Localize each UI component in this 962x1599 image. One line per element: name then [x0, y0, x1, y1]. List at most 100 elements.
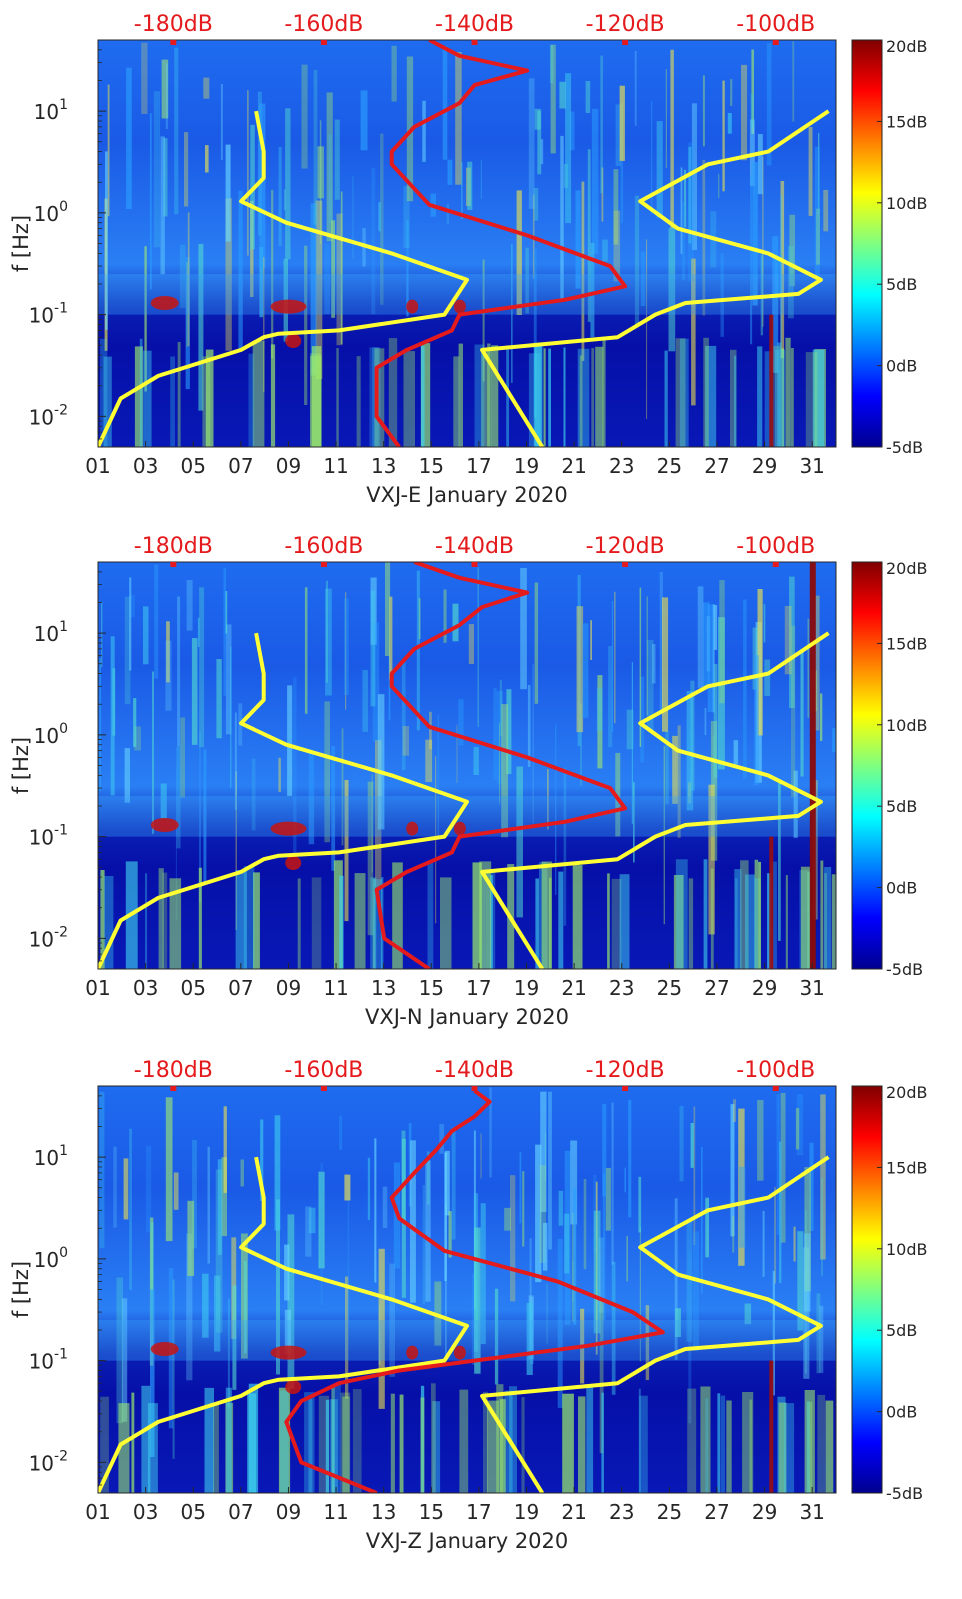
top-axis-tick-label: -100dB	[736, 12, 815, 37]
x-tick-label: 07	[228, 976, 253, 1000]
y-tick-label: 10-2	[29, 1448, 68, 1475]
x-tick-label: 27	[704, 976, 729, 1000]
x-tick-label: 15	[419, 454, 444, 478]
x-tick-label: 03	[133, 1500, 158, 1524]
x-tick-label: 03	[133, 976, 158, 1000]
y-tick-label: 10-1	[29, 1347, 68, 1374]
x-tick-label: 31	[799, 976, 824, 1000]
colorbar-tick-label: 15dB	[886, 634, 928, 653]
top-axis-tick-label: -120dB	[586, 12, 665, 37]
y-tick-label: 100	[34, 199, 68, 226]
spectrogram-image	[98, 40, 836, 447]
colorbar-tick-label: 5dB	[886, 1321, 917, 1340]
spectrogram-background	[98, 1086, 836, 1493]
x-tick-label: 29	[752, 454, 777, 478]
top-axis-tick-label: -100dB	[736, 534, 815, 559]
y-tick-label: 10-1	[29, 823, 68, 850]
colorbar-tick-label: 10dB	[886, 716, 928, 735]
x-tick-label: 25	[657, 976, 682, 1000]
panel-1: 01 03 05 07 09 11 13 15 17 19 21 23 25 27 29 31 10-2 10-1…	[9, 534, 928, 1029]
x-tick-label: 11	[323, 454, 348, 478]
top-axis-tick-label: -140dB	[435, 12, 514, 37]
x-tick-label: 05	[180, 976, 205, 1000]
spectrogram-texture	[98, 562, 836, 969]
x-tick-label: 11	[323, 1500, 348, 1524]
x-axis-label: VXJ-N January 2020	[365, 1005, 569, 1029]
top-axis-tick-label: -160dB	[284, 534, 363, 559]
colorbar	[851, 561, 883, 970]
x-axis-label: VXJ-Z January 2020	[366, 1529, 569, 1553]
x-tick-label: 25	[657, 1500, 682, 1524]
x-tick-label: 19	[514, 976, 539, 1000]
panel-0: 01 03 05 07 09 11 13 15 17 19 21 23 25 27 29 31 10-2 10-1…	[9, 12, 928, 507]
top-axis-tick-label: -160dB	[284, 1058, 363, 1083]
series-line-model-high	[480, 631, 830, 969]
x-tick-label: 13	[371, 976, 396, 1000]
x-tick-label: 27	[704, 1500, 729, 1524]
x-tick-label: 01	[85, 454, 110, 478]
x-tick-label: 15	[419, 976, 444, 1000]
x-tick-label: 01	[85, 1500, 110, 1524]
colorbar-tick-label: 20dB	[886, 37, 928, 56]
x-axis-label: VXJ-E January 2020	[366, 483, 567, 507]
top-axis-tick-label: -100dB	[736, 1058, 815, 1083]
top-axis-tick-label: -140dB	[435, 534, 514, 559]
x-tick-label: 23	[609, 976, 634, 1000]
y-tick-label: 100	[34, 1245, 68, 1272]
x-tick-label: 21	[561, 976, 586, 1000]
x-tick-label: 09	[276, 454, 301, 478]
top-axis-tick-label: -140dB	[435, 1058, 514, 1083]
series-line-model-low	[98, 632, 469, 969]
x-tick-label: 29	[752, 1500, 777, 1524]
colorbar-tick-label: 0dB	[886, 1403, 917, 1422]
x-tick-label: 09	[276, 976, 301, 1000]
x-tick-label: 19	[514, 454, 539, 478]
colorbar-tick-label: -5dB	[886, 1484, 923, 1503]
colorbar-tick-label: 5dB	[886, 275, 917, 294]
x-tick-label: 01	[85, 976, 110, 1000]
x-tick-label: 09	[276, 1500, 301, 1524]
colorbar-tick-label: -5dB	[886, 960, 923, 979]
x-tick-label: 15	[419, 1500, 444, 1524]
colorbar-tick-label: 0dB	[886, 357, 917, 376]
series-line-model-low	[98, 1156, 469, 1493]
top-axis-tick-label: -180dB	[134, 12, 213, 37]
spectrogram-texture	[98, 1087, 836, 1493]
colorbar-tick-label: 10dB	[886, 194, 928, 213]
x-tick-label: 19	[514, 1500, 539, 1524]
series-line-model-high	[480, 109, 830, 447]
colorbar-tick-label: 20dB	[886, 1083, 928, 1102]
x-tick-label: 17	[466, 1500, 491, 1524]
top-axis-tick-label: -180dB	[134, 534, 213, 559]
top-axis-tick-label: -160dB	[284, 12, 363, 37]
series-line-station-noise	[284, 1089, 665, 1493]
x-tick-label: 27	[704, 454, 729, 478]
colorbar	[851, 39, 883, 448]
x-tick-label: 31	[799, 454, 824, 478]
x-tick-label: 23	[609, 454, 634, 478]
y-tick-label: 101	[34, 619, 68, 646]
panel-2: 01 03 05 07 09 11 13 15 17 19 21 23 25 27 29 31 10-2 10-1…	[9, 1058, 928, 1553]
colorbar-tick-label: 5dB	[886, 797, 917, 816]
y-axis-label: f [Hz]	[9, 1261, 33, 1318]
x-tick-label: 21	[561, 454, 586, 478]
y-tick-label: 10-1	[29, 301, 68, 328]
colorbar-tick-label: 0dB	[886, 879, 917, 898]
x-tick-label: 11	[323, 976, 348, 1000]
top-axis-tick-label: -120dB	[586, 534, 665, 559]
x-tick-label: 05	[180, 454, 205, 478]
series-line-model-high	[480, 1155, 830, 1493]
spectrogram-image	[98, 562, 836, 969]
spectrogram-image	[98, 1086, 836, 1493]
y-axis-label: f [Hz]	[9, 215, 33, 272]
colorbar	[851, 1085, 883, 1494]
colorbar-tick-label: 15dB	[886, 112, 928, 131]
x-tick-label: 05	[180, 1500, 205, 1524]
y-tick-label: 101	[34, 97, 68, 124]
x-tick-label: 29	[752, 976, 777, 1000]
spectrogram-texture	[98, 41, 836, 447]
y-tick-label: 10-2	[29, 924, 68, 951]
top-axis-tick-label: -120dB	[586, 1058, 665, 1083]
y-axis-label: f [Hz]	[9, 737, 33, 794]
series-line-model-low	[98, 110, 469, 447]
